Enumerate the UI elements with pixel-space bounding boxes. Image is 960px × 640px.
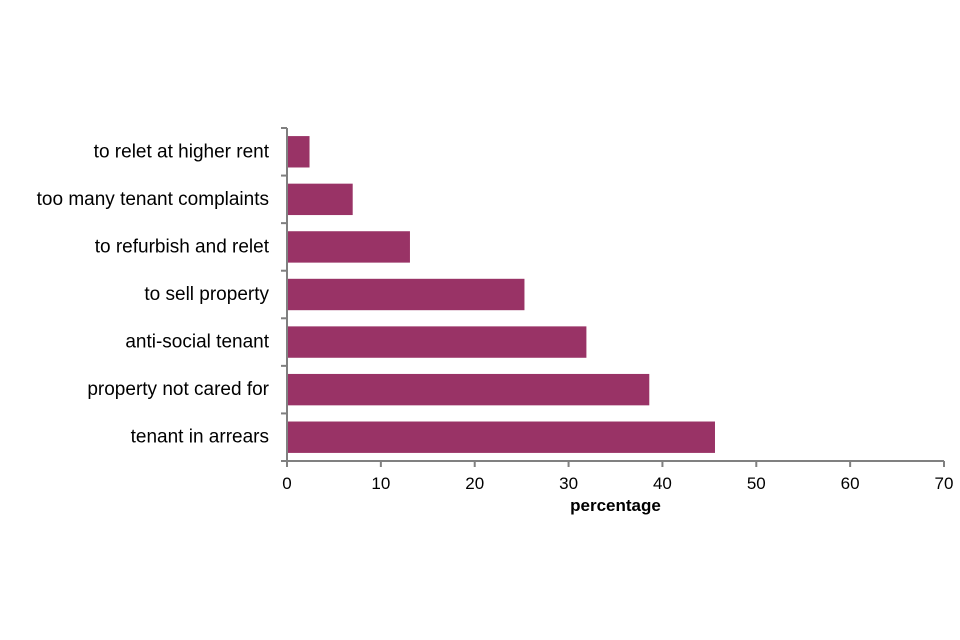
x-axis-ticks [286,461,945,467]
x-tick-label: 70 [935,474,954,493]
bar [287,278,525,311]
bar [287,136,310,168]
bars [287,136,715,453]
bar [287,421,715,453]
category-label: to relet at higher rent [94,141,270,162]
bar [287,373,650,406]
x-tick-label: 0 [282,474,291,493]
x-tick-label: 30 [559,474,578,493]
category-label: to sell property [144,284,269,305]
category-labels: to relet at higher rent too many tenant c… [37,141,270,447]
category-label: to refurbish and relet [95,236,270,257]
x-tick-label: 20 [465,474,484,493]
bar [287,326,587,358]
category-label: anti-social tenant [125,332,269,353]
category-label: too many tenant complaints [37,189,269,210]
axes [286,128,944,462]
x-axis-title: percentage [570,496,661,515]
x-tick-label: 60 [841,474,860,493]
x-tick-labels: 0 10 20 30 40 50 60 70 [282,474,953,493]
x-tick-label: 50 [747,474,766,493]
x-tick-label: 40 [653,474,672,493]
bar [287,183,353,216]
category-label: tenant in arrears [131,427,269,448]
category-label: property not cared for [87,379,269,400]
bar [287,231,410,263]
x-tick-label: 10 [371,474,390,493]
